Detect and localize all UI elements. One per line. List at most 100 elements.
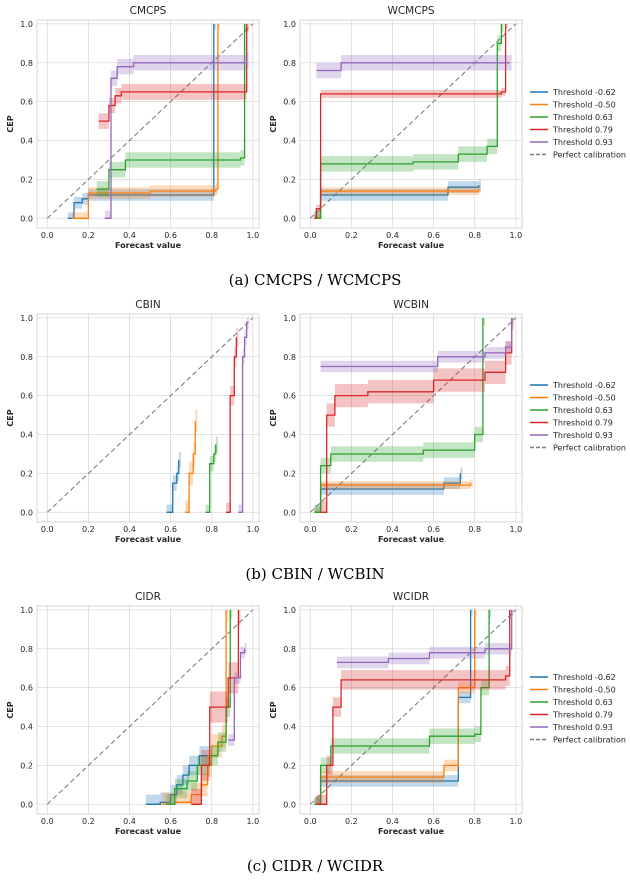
chart-wcmcps-x-tick: 1.0	[509, 231, 522, 240]
chart-cbin-threshold-0-63-band	[205, 436, 218, 513]
chart-cidr-y-tick: 0.4	[20, 723, 33, 732]
chart-cbin-y-tick: 0.6	[20, 392, 33, 401]
legend-label-threshold-0-79: Threshold 0.79	[552, 419, 613, 428]
chart-cmcps-threshold-0-63-band	[96, 23, 247, 197]
chart-wcmcps-x-tick: 0.0	[304, 231, 317, 240]
chart-wcidr-threshold-0-93-band	[337, 609, 514, 669]
chart-wcbin-threshold-0-50-band	[314, 479, 473, 513]
chart-cmcps-x-tick: 0.6	[164, 231, 177, 240]
legend-label-threshold-0-63: Threshold 0.63	[552, 113, 613, 122]
chart-cbin-y-tick: 0.4	[20, 431, 33, 440]
chart-wcmcps-threshold-0-93-line	[316, 62, 510, 72]
chart-cbin-threshold-0-50-band	[185, 409, 198, 513]
legend-label-threshold-0-79: Threshold 0.79	[552, 711, 613, 720]
chart-cidr-threshold-0-50-line	[162, 609, 227, 805]
chart-wcmcps-perfect-calibration-line	[309, 23, 517, 219]
chart-cidr-y-tick: 0.0	[20, 800, 33, 809]
legend-label-perfect-calibration: Perfect calibration	[553, 444, 626, 453]
chart-wcidr-y-tick: 1.0	[283, 606, 296, 615]
chart-cmcps-x-tick: 0.4	[123, 231, 136, 240]
legend-label-threshold-0-93: Threshold 0.93	[552, 431, 613, 440]
chart-wcbin-x-tick: 0.6	[427, 525, 440, 534]
chart-cmcps-y-tick: 0.6	[20, 98, 33, 107]
chart-cmcps-threshold-0-93-band	[104, 53, 249, 219]
chart-cbin-threshold-0-79-line	[226, 337, 238, 513]
chart-cmcps-threshold-0-50-line	[71, 23, 219, 219]
chart-wcmcps-y-tick: 1.0	[283, 20, 296, 29]
chart-cmcps-y-tick: 0.8	[20, 59, 33, 68]
chart-cmcps-ylabel: CEP	[6, 115, 15, 132]
chart-cbin: 0.0 0.2 0.4 0.6 0.8 1.0 0.0 0.2 0.4 0.6 0.8 1.0 CBIN…	[6, 299, 260, 544]
chart-cbin-ylabel: CEP	[6, 409, 15, 426]
chart-wcmcps-y-tick: 0.8	[283, 59, 296, 68]
chart-cbin-x-tick: 0.8	[205, 525, 218, 534]
chart-cidr-y-tick: 1.0	[20, 606, 33, 615]
chart-wcbin-threshold-0-63-line	[314, 317, 484, 513]
chart-wcmcps: 0.0 0.2 0.4 0.6 0.8 1.0 0.0 0.2 0.4 0.6 0.8 1.0 WCMC…	[269, 5, 523, 250]
chart-wcmcps-threshold-0-63-band	[314, 23, 504, 219]
legend-label-threshold-0-63: Threshold 0.63	[552, 406, 613, 415]
chart-cmcps-title: CMCPS	[130, 5, 167, 17]
chart-wcidr-x-tick: 0.4	[386, 817, 399, 826]
chart-wcidr-x-tick: 0.8	[468, 817, 481, 826]
chart-cidr-x-tick: 0.0	[41, 817, 54, 826]
chart-wcidr: 0.0 0.2 0.4 0.6 0.8 1.0 0.0 0.2 0.4 0.6 0.8 1.0 WCID…	[269, 591, 523, 836]
chart-wcmcps-y-tick: 0.4	[283, 137, 296, 146]
chart-wcbin-perfect-calibration-line	[309, 317, 517, 513]
chart-wcbin-y-tick: 0.6	[283, 392, 296, 401]
legend-label-threshold-0-63: Threshold 0.63	[552, 698, 613, 707]
chart-wcbin-y-tick: 0.0	[283, 508, 296, 517]
chart-cidr-y-tick: 0.8	[20, 645, 33, 654]
chart-cidr-x-tick: 0.8	[205, 817, 218, 826]
chart-wcmcps-threshold-0-79-line	[314, 23, 507, 219]
chart-cbin-threshold-0-62-line	[166, 459, 180, 513]
chart-wcbin-y-tick: 1.0	[283, 314, 296, 323]
chart-wcmcps-y-tick: 0.0	[283, 214, 296, 223]
chart-cbin-y-tick: 1.0	[20, 314, 33, 323]
chart-cidr-threshold-0-93-line	[228, 648, 246, 741]
legend-label-perfect-calibration: Perfect calibration	[553, 736, 626, 745]
chart-cbin-plot-area	[36, 313, 260, 523]
chart-wcidr-y-tick: 0.4	[283, 723, 296, 732]
chart-cbin-xlabel: Forecast value	[115, 535, 182, 544]
chart-cidr-ylabel: CEP	[6, 701, 15, 718]
chart-cmcps-y-tick: 0.0	[20, 214, 33, 223]
chart-wcbin-threshold-0-62-band	[314, 467, 463, 513]
chart-wcbin-ylabel: CEP	[269, 409, 278, 426]
caption-a: (a) CMCPS / WCMCPS	[229, 271, 402, 289]
legend-label-threshold-0-79: Threshold 0.79	[552, 126, 613, 135]
chart-cbin-threshold-0-93-line	[238, 321, 248, 513]
chart-wcmcps-y-tick: 0.2	[283, 175, 296, 184]
chart-cidr-xlabel: Forecast value	[115, 827, 182, 836]
chart-cbin-y-tick: 0.2	[20, 469, 33, 478]
caption-b: (b) CBIN / WCBIN	[245, 565, 384, 583]
chart-wcidr-title: WCIDR	[393, 591, 429, 603]
chart-wcidr-xlabel: Forecast value	[378, 827, 445, 836]
chart-cmcps-threshold-0-63-line	[96, 23, 246, 190]
chart-wcmcps-threshold-0-50-band	[314, 185, 481, 219]
chart-wcmcps-x-tick: 0.2	[345, 231, 358, 240]
chart-cidr-x-tick: 0.6	[164, 817, 177, 826]
chart-cbin-title: CBIN	[135, 299, 161, 311]
chart-cbin-y-tick: 0.8	[20, 353, 33, 362]
chart-cbin-x-tick: 1.0	[246, 525, 259, 534]
chart-wcbin-y-tick: 0.2	[283, 469, 296, 478]
chart-cbin-x-tick: 0.0	[41, 525, 54, 534]
chart-wcidr-threshold-0-93-line	[337, 609, 513, 664]
chart-wcidr-plot-area	[299, 605, 523, 815]
legend-label-threshold-0-50: Threshold -0.50	[552, 101, 616, 110]
chart-wcidr-threshold-0-62-band	[314, 609, 473, 805]
chart-wcidr-y-tick: 0.8	[283, 645, 296, 654]
chart-cidr-perfect-calibration-line	[46, 609, 254, 805]
chart-wcidr-y-tick: 0.0	[283, 800, 296, 809]
chart-cidr-y-tick: 0.2	[20, 761, 33, 770]
chart-cmcps-threshold-0-93-line	[104, 60, 248, 219]
chart-wcmcps-xlabel: Forecast value	[378, 241, 445, 250]
chart-wcmcps-x-tick: 0.6	[427, 231, 440, 240]
legend-row-1: Threshold -0.62 Threshold -0.50 Threshold …	[530, 88, 626, 160]
chart-wcidr-x-tick: 0.2	[345, 817, 358, 826]
chart-wcbin-y-tick: 0.4	[283, 431, 296, 440]
chart-wcmcps-x-tick: 0.8	[468, 231, 481, 240]
legend-label-threshold-0-50: Threshold -0.50	[552, 394, 616, 403]
